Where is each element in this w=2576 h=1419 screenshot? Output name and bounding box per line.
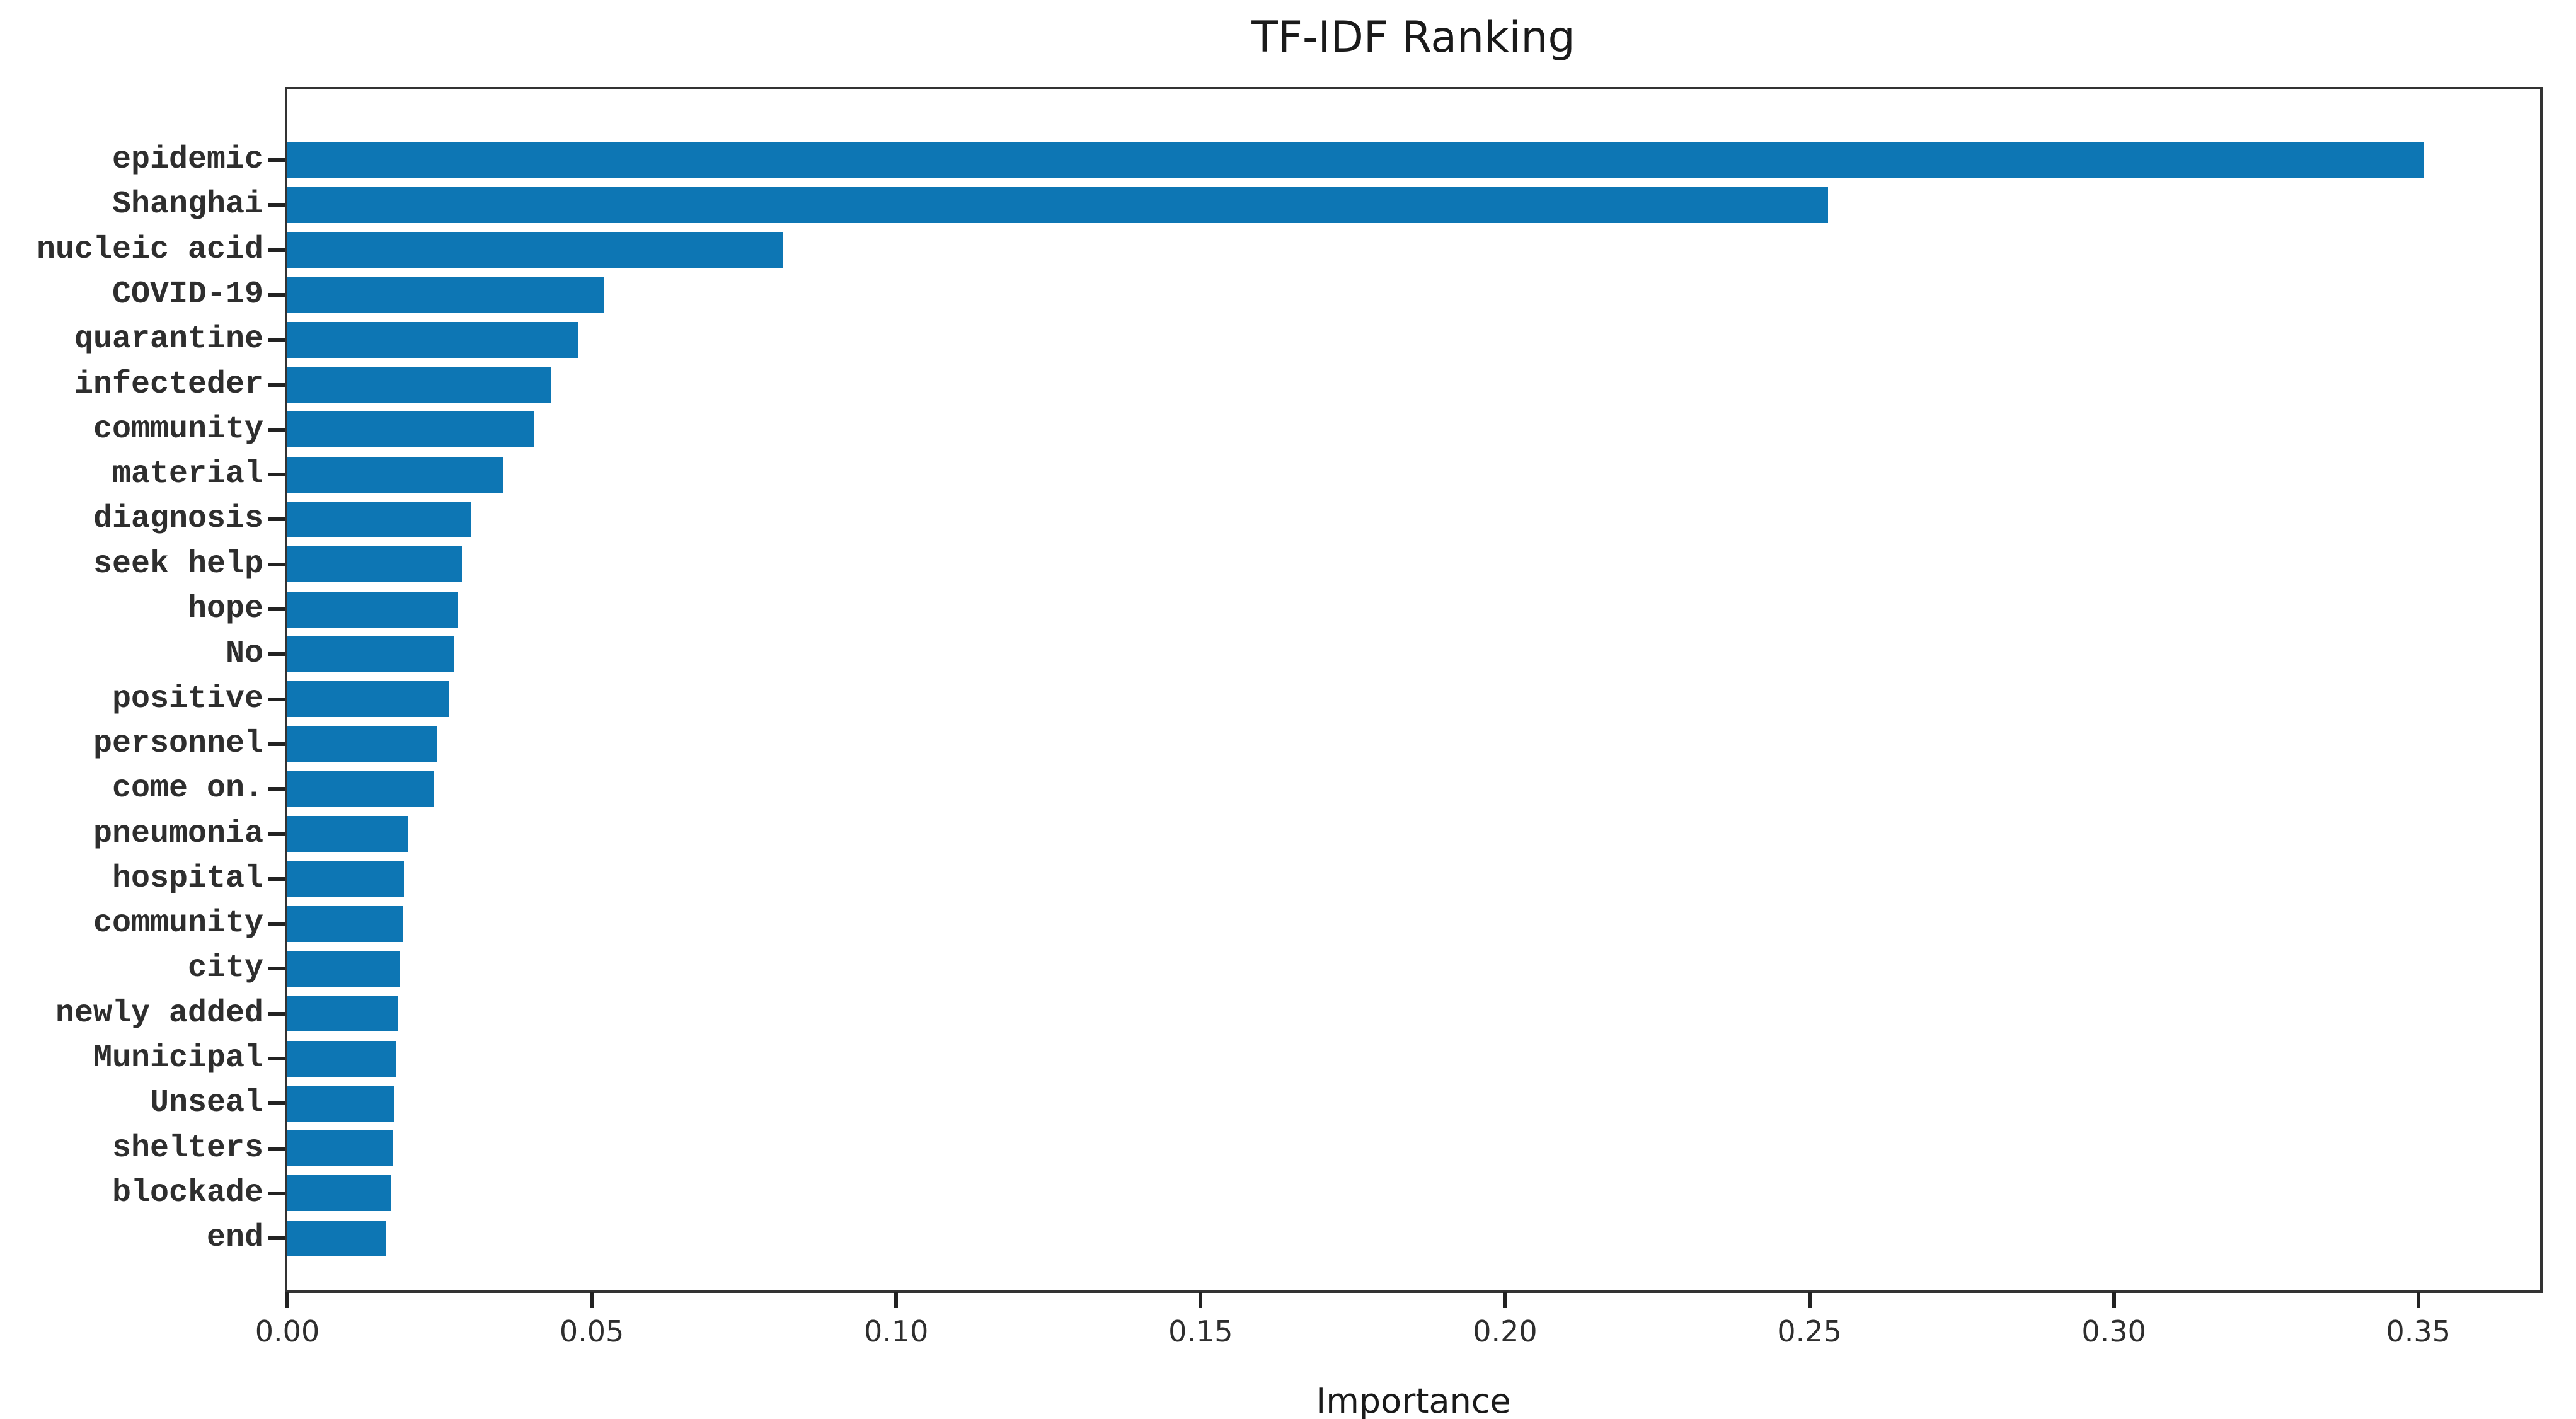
y-tick-label: positive <box>112 681 263 717</box>
y-tick-mark <box>268 876 285 881</box>
y-tick-label: hope <box>187 591 263 627</box>
chart-title: TF-IDF Ranking <box>1251 13 1575 62</box>
bar-blockade <box>287 1175 391 1212</box>
x-tick-mark <box>894 1292 899 1308</box>
y-tick-label: diagnosis <box>93 501 263 537</box>
y-tick-mark <box>268 203 285 207</box>
bar-epidemic <box>287 142 2424 178</box>
y-tick-mark <box>268 562 285 566</box>
bar-shelters <box>287 1130 393 1167</box>
y-tick-mark <box>268 1191 285 1195</box>
y-tick-mark <box>268 427 285 432</box>
x-tick-label: 0.35 <box>2386 1314 2451 1348</box>
y-tick-mark <box>268 1236 285 1241</box>
y-tick-label: epidemic <box>112 142 263 178</box>
y-tick-label: come on. <box>112 771 263 807</box>
bar-diagnosis <box>287 501 471 537</box>
x-tick-label: 0.25 <box>1777 1314 1842 1348</box>
y-tick-mark <box>268 338 285 342</box>
x-tick-mark <box>2112 1292 2116 1308</box>
bar-municipal <box>287 1040 396 1077</box>
x-tick-label: 0.00 <box>255 1314 320 1348</box>
y-tick-label: infecteder <box>74 366 263 403</box>
y-tick-label: end <box>206 1220 263 1256</box>
y-tick-label: Shanghai <box>112 187 263 223</box>
y-tick-label: pneumonia <box>93 815 263 852</box>
y-tick-mark <box>268 967 285 971</box>
bar-community <box>287 905 403 942</box>
bar-community <box>287 411 534 448</box>
bar-covid-19 <box>287 277 604 313</box>
y-tick-mark <box>268 382 285 387</box>
bar-newly-added <box>287 996 398 1032</box>
x-tick-label: 0.10 <box>863 1314 929 1348</box>
y-tick-mark <box>268 1146 285 1151</box>
y-tick-label: seek help <box>93 546 263 582</box>
y-tick-mark <box>268 1011 285 1016</box>
y-tick-label: community <box>93 411 263 447</box>
y-tick-label: Unseal <box>149 1085 263 1122</box>
y-tick-label: blockade <box>112 1175 263 1211</box>
y-tick-mark <box>268 1057 285 1060</box>
x-tick-mark <box>1807 1292 1812 1308</box>
y-tick-label: material <box>112 456 263 493</box>
bar-positive <box>287 681 449 718</box>
bar-city <box>287 950 400 987</box>
plot-area <box>285 87 2543 1293</box>
y-tick-label: COVID-19 <box>112 276 263 313</box>
y-tick-label: community <box>93 905 263 942</box>
y-tick-label: city <box>187 950 263 987</box>
y-tick-label: hospital <box>112 860 263 897</box>
x-tick-label: 0.20 <box>1473 1314 1538 1348</box>
y-tick-mark <box>268 607 285 611</box>
y-tick-mark <box>268 517 285 522</box>
x-tick-mark <box>1503 1292 1507 1308</box>
x-tick-label: 0.15 <box>1168 1314 1233 1348</box>
bar-quarantine <box>287 321 578 358</box>
y-tick-label: newly added <box>55 995 263 1031</box>
y-tick-mark <box>268 922 285 926</box>
y-tick-label: No <box>225 636 263 672</box>
bar-personnel <box>287 726 437 762</box>
bar-hospital <box>287 861 404 897</box>
bar-material <box>287 456 503 493</box>
y-tick-mark <box>268 158 285 162</box>
bar-nucleic-acid <box>287 232 783 268</box>
y-tick-mark <box>268 1101 285 1106</box>
y-tick-mark <box>268 292 285 297</box>
bar-seek-help <box>287 546 462 583</box>
x-tick-label: 0.05 <box>559 1314 624 1348</box>
x-tick-mark <box>590 1292 594 1308</box>
x-axis-label: Importance <box>1316 1381 1511 1419</box>
x-tick-mark <box>1199 1292 1203 1308</box>
x-tick-label: 0.30 <box>2081 1314 2146 1348</box>
bar-unseal <box>287 1085 394 1122</box>
y-tick-mark <box>268 742 285 746</box>
bar-shanghai <box>287 187 1828 223</box>
y-tick-label: Municipal <box>93 1040 263 1076</box>
y-tick-mark <box>268 473 285 477</box>
bar-no <box>287 636 454 672</box>
bar-hope <box>287 591 458 628</box>
y-tick-label: shelters <box>112 1130 263 1166</box>
y-tick-mark <box>268 832 285 836</box>
y-tick-mark <box>268 787 285 791</box>
bar-pneumonia <box>287 816 408 852</box>
bar-end <box>287 1220 386 1256</box>
y-tick-mark <box>268 697 285 701</box>
y-tick-label: personnel <box>93 725 263 762</box>
y-tick-label: quarantine <box>74 321 263 358</box>
y-tick-label: nucleic acid <box>36 231 263 268</box>
x-tick-mark <box>2416 1292 2420 1308</box>
y-tick-mark <box>268 652 285 657</box>
y-tick-mark <box>268 248 285 252</box>
bar-come-on- <box>287 771 434 807</box>
x-tick-mark <box>285 1292 289 1308</box>
bar-infecteder <box>287 367 551 403</box>
